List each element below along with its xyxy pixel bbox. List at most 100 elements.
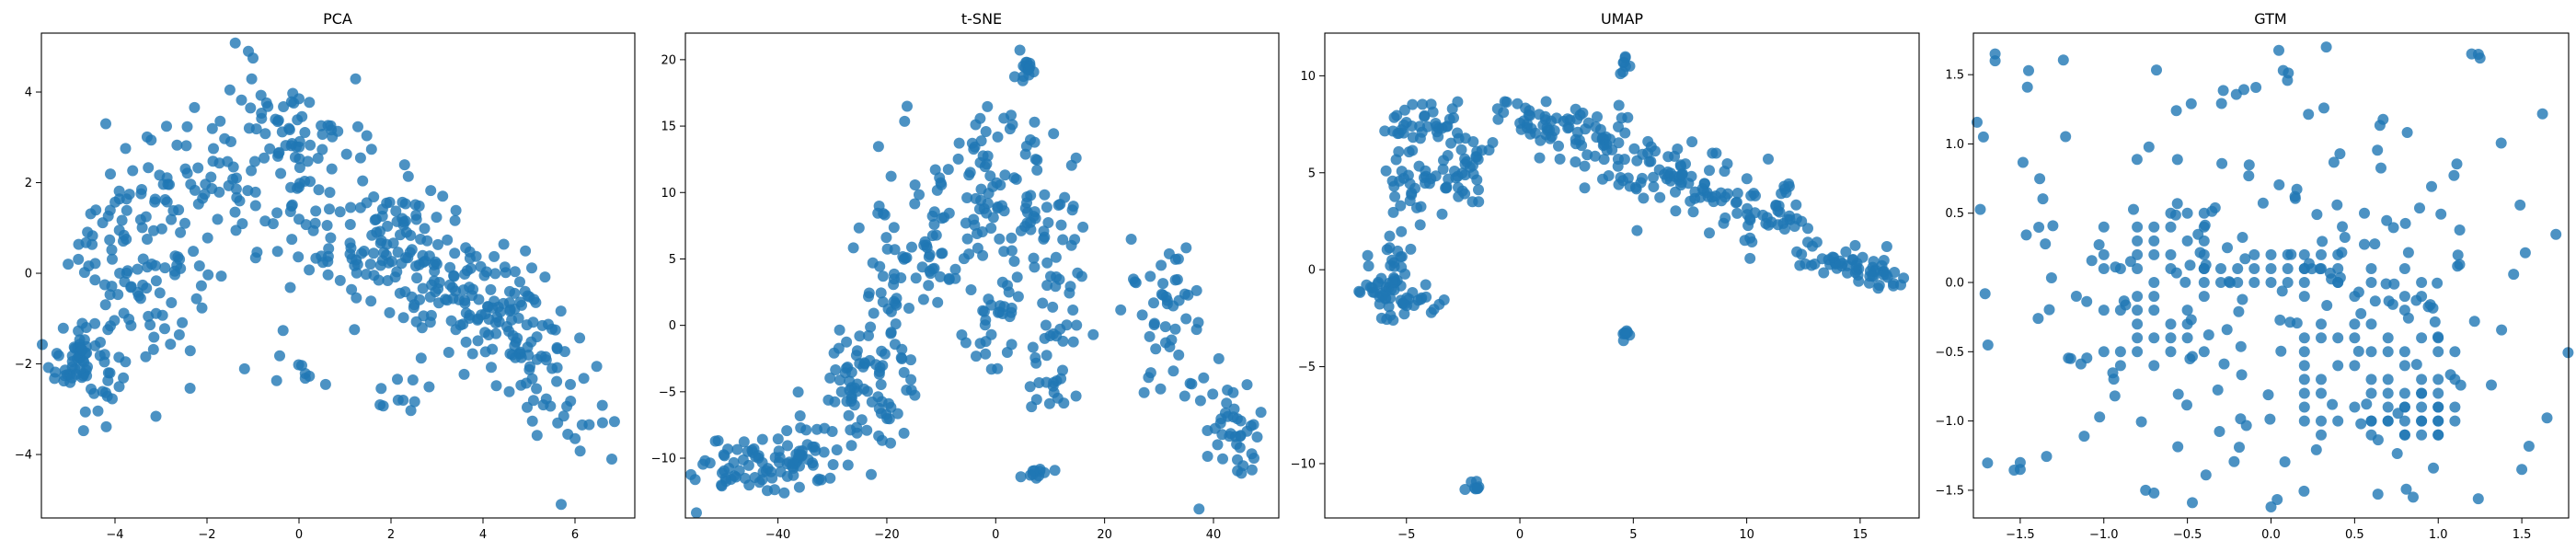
data-point (1473, 184, 1484, 196)
data-point (293, 141, 305, 153)
data-point (851, 345, 863, 357)
data-point (1190, 284, 1202, 296)
data-point (1180, 242, 1192, 254)
data-point (556, 499, 567, 511)
data-point (1029, 116, 1041, 128)
x-tick-label: −4 (106, 528, 123, 542)
data-point (863, 329, 874, 341)
data-point (2063, 352, 2075, 364)
data-point (2081, 295, 2093, 307)
data-point (316, 250, 328, 262)
data-point (135, 188, 147, 200)
data-point (2536, 108, 2548, 120)
data-point (2398, 263, 2410, 274)
data-point (2143, 141, 2155, 153)
data-point (1021, 191, 1033, 202)
data-point (1840, 246, 1852, 258)
panel-title: UMAP (1601, 10, 1643, 28)
data-point (267, 218, 279, 230)
data-point (1138, 386, 1150, 398)
data-point (344, 237, 356, 249)
data-point (256, 112, 268, 124)
data-point (113, 381, 125, 393)
data-point (2014, 464, 2026, 476)
data-point (881, 413, 893, 424)
data-point (238, 362, 250, 374)
data-point (539, 271, 551, 283)
data-point (861, 424, 873, 436)
data-point (2402, 247, 2414, 259)
data-point (1613, 99, 1625, 111)
data-point (1397, 119, 1409, 131)
data-point (551, 362, 563, 374)
data-point (247, 52, 259, 64)
data-point (2550, 228, 2562, 240)
data-point (1064, 281, 1076, 293)
data-point (2276, 285, 2288, 297)
data-point (433, 297, 444, 309)
data-point (1653, 164, 1665, 176)
data-point (2298, 374, 2310, 385)
data-point (2391, 448, 2403, 459)
data-point (2265, 501, 2277, 512)
data-point (293, 93, 305, 105)
data-point (340, 148, 352, 160)
panel-pca: PCA −4 −2 0 2 4 −4 −2 0 2 4 6 (15, 10, 636, 542)
data-point (2132, 291, 2144, 303)
data-point (982, 198, 994, 210)
data-point (259, 152, 270, 164)
data-point (2382, 387, 2394, 399)
data-point (2057, 54, 2069, 66)
x-tick-label: −20 (874, 528, 899, 542)
data-point (1041, 350, 1052, 362)
data-point (1420, 279, 1432, 291)
data-point (159, 262, 171, 274)
x-tick-label: −40 (765, 528, 790, 542)
data-point (1037, 297, 1049, 309)
data-point (354, 201, 366, 213)
data-point (2399, 217, 2411, 229)
data-point (2298, 401, 2310, 413)
data-point (391, 266, 403, 278)
data-point (1598, 154, 1610, 166)
x-tick-label: 15 (1853, 528, 1869, 542)
data-point (312, 153, 324, 164)
data-point (2416, 374, 2428, 385)
data-point (1055, 219, 1067, 231)
data-point (591, 361, 603, 373)
data-point (485, 283, 497, 295)
data-point (293, 181, 305, 193)
data-point (76, 344, 88, 356)
data-point (169, 269, 181, 281)
data-point (230, 224, 242, 236)
data-point (390, 205, 402, 217)
data-point (2365, 318, 2377, 330)
x-tick-label: −0.5 (2173, 528, 2202, 542)
data-point (304, 97, 316, 109)
data-point (227, 161, 239, 173)
data-point (446, 282, 458, 293)
data-point (2387, 222, 2399, 234)
data-point (243, 122, 255, 134)
data-point (113, 185, 125, 197)
data-point (148, 331, 160, 343)
data-point (845, 393, 857, 404)
data-point (1354, 286, 1366, 298)
data-point (2114, 360, 2126, 372)
data-point (1155, 383, 1167, 395)
data-point (867, 257, 879, 269)
data-point (1642, 135, 1654, 147)
data-point (822, 394, 834, 406)
data-point (2216, 157, 2228, 169)
data-point (996, 276, 1008, 288)
data-point (909, 179, 921, 190)
data-point (437, 190, 449, 202)
data-point (116, 214, 128, 226)
data-point (165, 339, 177, 351)
data-point (1437, 163, 1449, 175)
data-point (193, 260, 205, 271)
data-point (2328, 156, 2340, 168)
data-point (399, 198, 411, 210)
data-point (1087, 328, 1099, 340)
data-point (2382, 401, 2394, 413)
